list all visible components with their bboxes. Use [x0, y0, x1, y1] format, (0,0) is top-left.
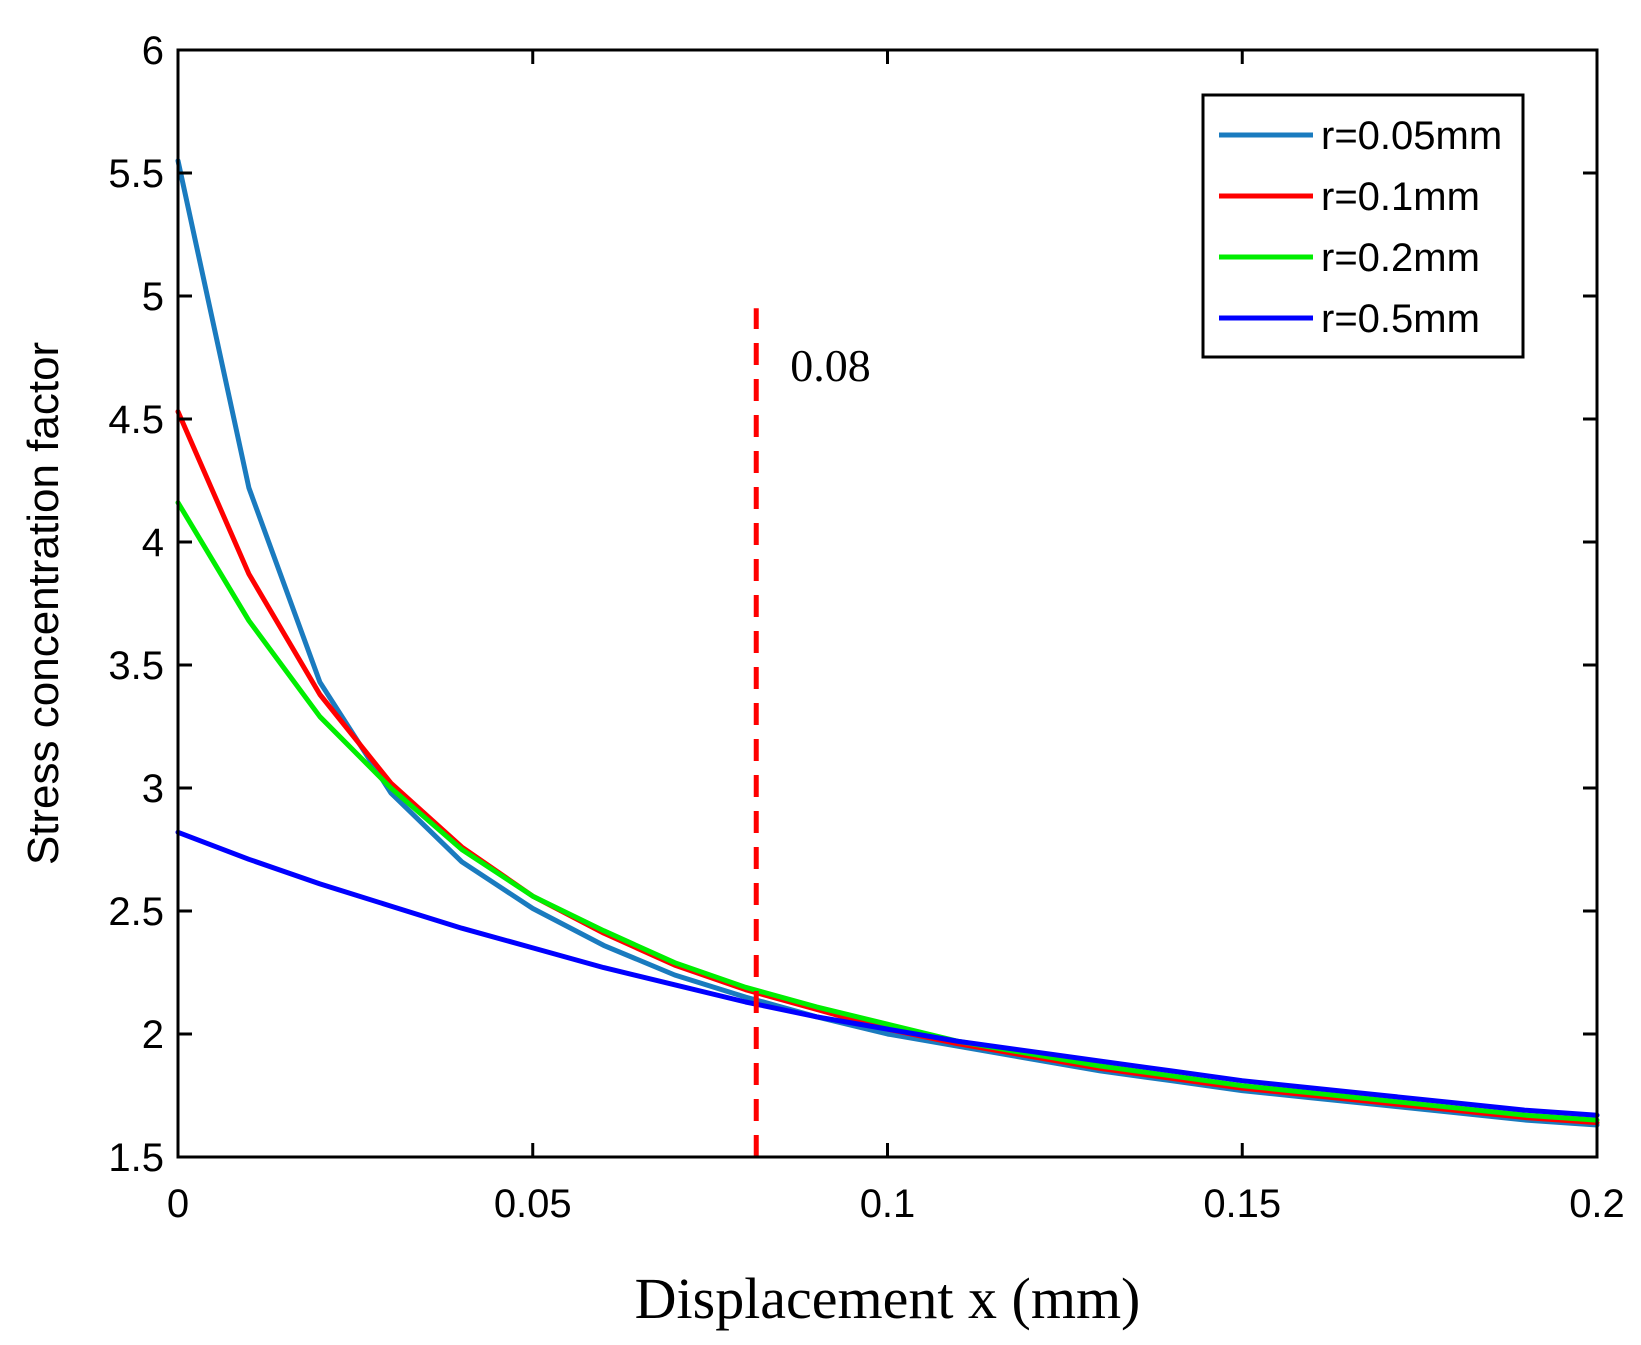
- y-tick-label: 3: [142, 767, 164, 811]
- x-axis-ticks: 0 0.05 0.1 0.15 0.2: [167, 50, 1625, 1226]
- y-tick-label: 6: [142, 29, 164, 73]
- series-layer: [175, 158, 1600, 1128]
- y-tick-label: 5: [142, 275, 164, 319]
- y-tick-label: 1.5: [108, 1136, 164, 1180]
- x-axis-title: Displacement x (mm): [635, 1266, 1141, 1331]
- x-tick-label: 0.05: [494, 1182, 572, 1226]
- series-line-3: [175, 500, 1600, 1123]
- legend-box: [1201, 93, 1525, 359]
- y-tick-label: 4: [142, 521, 164, 565]
- y-tick-label: 4.5: [108, 398, 164, 442]
- legend-label: r=0.5mm: [1321, 297, 1480, 341]
- y-tick-label: 5.5: [108, 152, 164, 196]
- reference-line-label: 0.08: [790, 340, 871, 391]
- x-tick-label: 0: [167, 1182, 189, 1226]
- annotation-layer: 0.08: [753, 308, 871, 1157]
- y-tick-label: 3.5: [108, 644, 164, 688]
- y-tick-label: 2: [142, 1013, 164, 1057]
- x-tick-label: 0.2: [1569, 1182, 1625, 1226]
- y-tick-label: 2.5: [108, 890, 164, 934]
- y-axis-ticks: 1.5 2 2.5 3 3.5 4 4.5 5 5.5 6: [108, 29, 1597, 1180]
- legend-label: r=0.2mm: [1321, 236, 1480, 280]
- legend: r=0.05mm r=0.1mm r=0.2mm r=0.5mm: [1201, 93, 1525, 359]
- x-tick-label: 0.15: [1203, 1182, 1281, 1226]
- x-tick-label: 0.1: [860, 1182, 916, 1226]
- legend-label: r=0.05mm: [1321, 114, 1502, 158]
- series-line-4: [175, 829, 1600, 1118]
- legend-label: r=0.1mm: [1321, 175, 1480, 219]
- y-axis-title: Stress concentration factor: [19, 342, 68, 865]
